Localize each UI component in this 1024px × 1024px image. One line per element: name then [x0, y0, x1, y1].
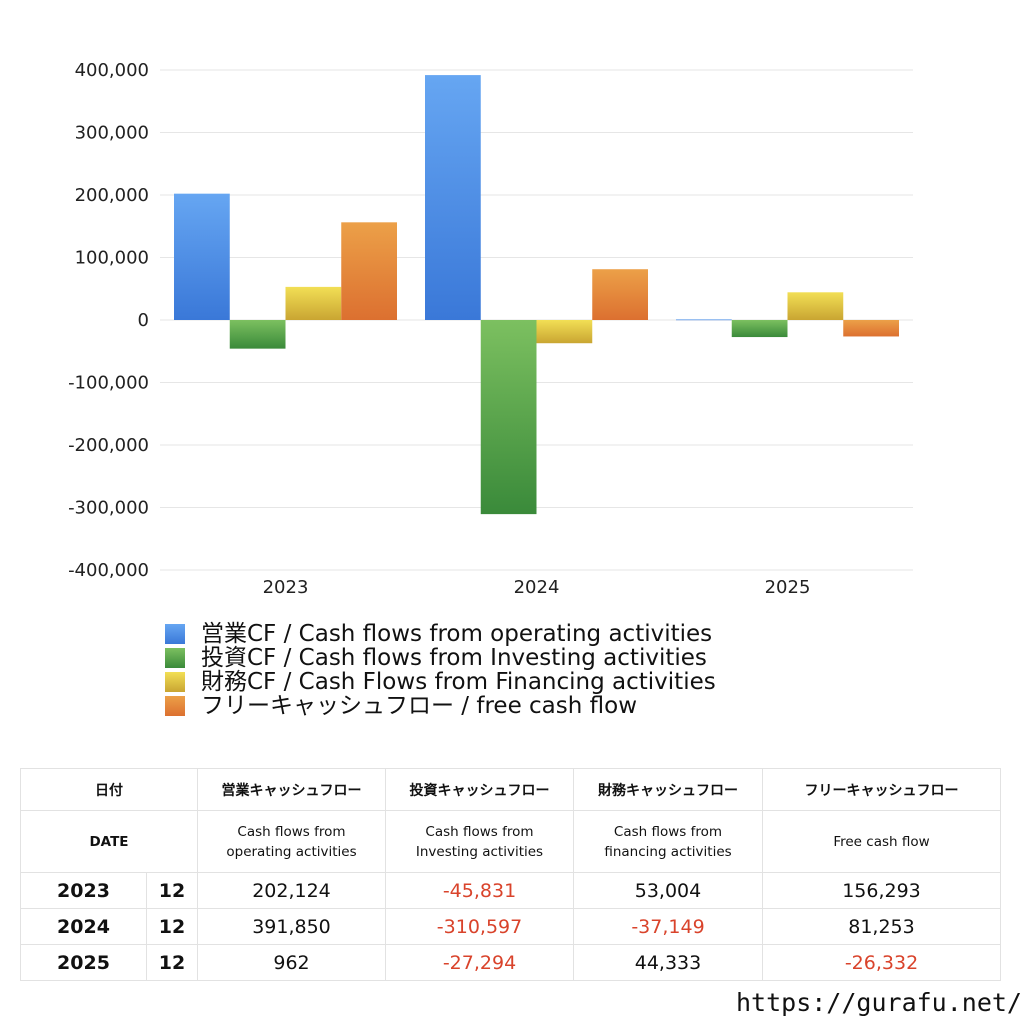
- legend-swatch-operating: [165, 624, 185, 644]
- legend-swatch-financing: [165, 672, 185, 692]
- row-financing: 53,004: [573, 872, 763, 909]
- header-date-en: DATE: [20, 810, 198, 873]
- row-operating: 391,850: [197, 908, 386, 945]
- legend-label-investing: 投資CF / Cash flows from Investing activit…: [201, 645, 707, 671]
- table-header-row-jp: 日付 営業キャッシュフロー 投資キャッシュフロー 財務キャッシュフロー フリーキ…: [20, 768, 1001, 811]
- row-investing: -310,597: [385, 908, 574, 945]
- cash-flow-table: 日付 営業キャッシュフロー 投資キャッシュフロー 財務キャッシュフロー フリーキ…: [20, 768, 1001, 981]
- legend-swatch-free-cash-flow: [165, 696, 185, 716]
- x-tick-label: 2025: [765, 577, 811, 598]
- row-operating: 202,124: [197, 872, 386, 909]
- header-investing-en: Cash flows from Investing activities: [385, 810, 574, 873]
- table-header-row-en: DATE Cash flows from operating activitie…: [20, 810, 1001, 873]
- legend-label-free-cash-flow: フリーキャッシュフロー / free cash flow: [201, 693, 638, 719]
- header-operating-jp: 営業キャッシュフロー: [197, 768, 386, 811]
- bar-2023-series-2: [285, 286, 342, 320]
- table-row: 2024 12 391,850 -310,597 -37,149 81,253: [20, 908, 1001, 945]
- x-tick-label: 2024: [514, 577, 560, 598]
- legend-item-operating: 営業CF / Cash flows from operating activit…: [165, 622, 716, 646]
- bars: [174, 75, 899, 515]
- row-investing: -45,831: [385, 872, 574, 909]
- row-financing: -37,149: [573, 908, 763, 945]
- y-axis-ticks: 400,000 300,000 200,000 100,000 0 -100,000 -20…: [68, 60, 149, 581]
- row-investing: -27,294: [385, 944, 574, 981]
- bar-2023-series-1: [229, 320, 286, 349]
- row-financing: 44,333: [573, 944, 763, 981]
- row-year: 2025: [20, 944, 147, 981]
- header-free-cash-flow-en: Free cash flow: [762, 810, 1001, 873]
- y-tick-label: 100,000: [75, 248, 149, 269]
- y-tick-label: -200,000: [68, 435, 149, 456]
- bar-2024-series-1: [480, 320, 537, 515]
- legend-swatch-investing: [165, 648, 185, 668]
- bar-2025-series-0: [676, 319, 732, 321]
- header-investing-jp: 投資キャッシュフロー: [385, 768, 574, 811]
- bar-2023-series-0: [174, 193, 230, 320]
- cash-flow-bar-chart: 400,000 300,000 200,000 100,000 0 -100,000 -20…: [68, 60, 913, 598]
- table-row: 2023 12 202,124 -45,831 53,004 156,293: [20, 872, 1001, 909]
- row-month: 12: [146, 872, 198, 909]
- x-axis-ticks: 2023 2024 2025: [263, 577, 811, 598]
- header-free-cash-flow-jp: フリーキャッシュフロー: [762, 768, 1001, 811]
- row-month: 12: [146, 908, 198, 945]
- y-tick-label: 0: [138, 310, 149, 331]
- header-financing-en: Cash flows from financing activities: [573, 810, 763, 873]
- y-tick-label: 400,000: [75, 60, 149, 81]
- bar-2023-series-3: [341, 222, 397, 320]
- row-free-cash-flow: 81,253: [762, 908, 1001, 945]
- chart-legend: 営業CF / Cash flows from operating activit…: [165, 622, 716, 718]
- header-date-jp: 日付: [20, 768, 198, 811]
- legend-item-investing: 投資CF / Cash flows from Investing activit…: [165, 646, 716, 670]
- bar-2025-series-3: [843, 320, 899, 337]
- row-free-cash-flow: 156,293: [762, 872, 1001, 909]
- bar-2025-series-1: [731, 320, 788, 338]
- x-tick-label: 2023: [263, 577, 309, 598]
- header-operating-en: Cash flows from operating activities: [197, 810, 386, 873]
- bar-2025-series-2: [787, 292, 844, 320]
- legend-item-free-cash-flow: フリーキャッシュフロー / free cash flow: [165, 694, 716, 718]
- bar-2024-series-2: [536, 320, 593, 344]
- row-operating: 962: [197, 944, 386, 981]
- row-free-cash-flow: -26,332: [762, 944, 1001, 981]
- legend-label-financing: 財務CF / Cash Flows from Financing activit…: [201, 669, 716, 695]
- row-year: 2023: [20, 872, 147, 909]
- y-tick-label: 200,000: [75, 185, 149, 206]
- row-month: 12: [146, 944, 198, 981]
- legend-item-financing: 財務CF / Cash Flows from Financing activit…: [165, 670, 716, 694]
- y-tick-label: -400,000: [68, 560, 149, 581]
- y-tick-label: 300,000: [75, 123, 149, 144]
- table-row: 2025 12 962 -27,294 44,333 -26,332: [20, 944, 1001, 981]
- y-tick-label: -100,000: [68, 373, 149, 394]
- y-tick-label: -300,000: [68, 498, 149, 519]
- legend-label-operating: 営業CF / Cash flows from operating activit…: [201, 621, 713, 647]
- bar-2024-series-0: [425, 75, 481, 320]
- row-year: 2024: [20, 908, 147, 945]
- header-financing-jp: 財務キャッシュフロー: [573, 768, 763, 811]
- site-url[interactable]: https://gurafu.net/: [736, 988, 1022, 1017]
- bar-2024-series-3: [592, 269, 648, 320]
